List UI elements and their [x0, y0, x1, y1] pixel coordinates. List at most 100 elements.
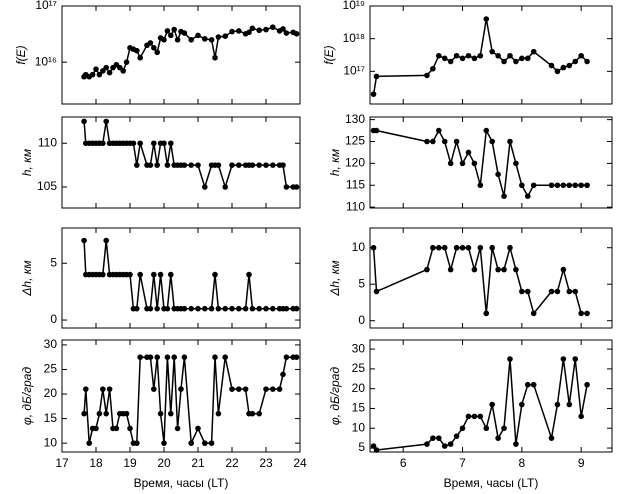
data-point — [489, 48, 495, 55]
data-point — [103, 64, 109, 71]
y-tick-label: 25 — [44, 362, 58, 376]
data-point — [171, 354, 177, 360]
data-point — [495, 171, 501, 178]
data-point — [566, 62, 573, 69]
data-point — [519, 182, 525, 189]
data-point — [96, 410, 103, 417]
x-tick-label: 17 — [55, 456, 69, 470]
data-point — [477, 413, 484, 420]
data-point — [293, 305, 300, 312]
data-point — [263, 386, 269, 392]
plot-frame — [369, 339, 613, 453]
data-point — [524, 288, 531, 295]
x-tick-label: 19 — [123, 456, 137, 470]
data-point — [161, 140, 167, 147]
y-tick-label: 15 — [44, 411, 58, 425]
data-point — [103, 237, 109, 244]
data-point — [530, 310, 537, 317]
y-axis-label: φ, дБ/град — [20, 367, 34, 426]
y-tick-label: 125 — [345, 134, 365, 148]
data-point — [188, 440, 194, 446]
x-tick-label: 24 — [293, 456, 307, 470]
data-point — [554, 182, 561, 189]
data-point — [96, 71, 103, 78]
data-point — [127, 425, 133, 432]
data-point — [453, 52, 460, 59]
y-tick-label: 5 — [50, 255, 57, 269]
data-point — [120, 68, 126, 74]
y-tick-label: 110 — [38, 135, 57, 149]
data-point — [447, 441, 454, 447]
data-point — [113, 425, 120, 432]
data-point — [293, 30, 300, 37]
data-point — [578, 310, 584, 317]
data-point — [280, 26, 286, 32]
data-point — [137, 354, 143, 360]
y-tick-label: 5 — [358, 440, 365, 454]
data-point — [566, 401, 573, 408]
x-axis-label: Время, часы (LT) — [134, 476, 229, 490]
data-point — [572, 356, 579, 362]
data-point — [236, 386, 242, 392]
data-point — [501, 425, 507, 432]
data-point — [168, 140, 174, 147]
y-tick-label: 0 — [50, 312, 57, 326]
plot-frame — [369, 116, 613, 209]
data-point — [181, 305, 188, 312]
y-tick-label: 10¹⁷ — [343, 64, 365, 78]
data-point — [106, 69, 113, 76]
data-point — [134, 47, 140, 54]
data-point — [263, 162, 269, 168]
data-point — [471, 413, 478, 420]
data-point — [483, 127, 490, 134]
data-point — [100, 386, 106, 392]
data-point — [147, 40, 154, 46]
data-point — [519, 288, 525, 295]
data-point — [293, 354, 300, 360]
data-point — [477, 182, 484, 189]
data-point — [86, 440, 92, 446]
data-point — [524, 381, 531, 388]
series-line — [372, 244, 588, 316]
data-point — [212, 271, 218, 278]
data-point — [441, 443, 448, 449]
data-point — [100, 271, 106, 278]
data-point — [471, 160, 478, 167]
data-point — [471, 266, 478, 273]
data-point — [195, 162, 201, 168]
data-point — [154, 354, 160, 360]
data-point — [548, 182, 555, 189]
data-point — [157, 271, 164, 278]
data-point — [548, 62, 555, 69]
data-point — [215, 162, 222, 168]
data-point — [519, 55, 525, 62]
data-point — [441, 55, 448, 62]
x-tick-label: 22 — [225, 456, 239, 470]
data-point — [164, 354, 171, 360]
data-point — [578, 413, 584, 420]
y-tick-label: 25 — [352, 361, 366, 375]
data-point — [164, 162, 171, 168]
data-point — [578, 182, 584, 189]
data-point — [178, 386, 184, 392]
data-point — [513, 266, 519, 273]
data-point — [263, 305, 269, 312]
data-point — [554, 68, 561, 75]
data-point — [453, 433, 460, 439]
data-point — [127, 271, 133, 278]
data-point — [524, 55, 531, 62]
data-point — [501, 193, 507, 199]
data-point — [195, 425, 201, 432]
y-tick-label: 30 — [44, 337, 58, 351]
data-point — [495, 52, 501, 59]
data-point — [89, 71, 96, 78]
data-point — [151, 271, 157, 278]
data-point — [151, 140, 157, 147]
data-point — [459, 425, 466, 432]
series-line — [373, 128, 588, 198]
data-point — [270, 305, 276, 312]
y-axis-label: h, км — [20, 149, 34, 176]
data-point — [424, 266, 430, 273]
plot-frame — [61, 227, 301, 329]
data-point — [430, 435, 436, 441]
